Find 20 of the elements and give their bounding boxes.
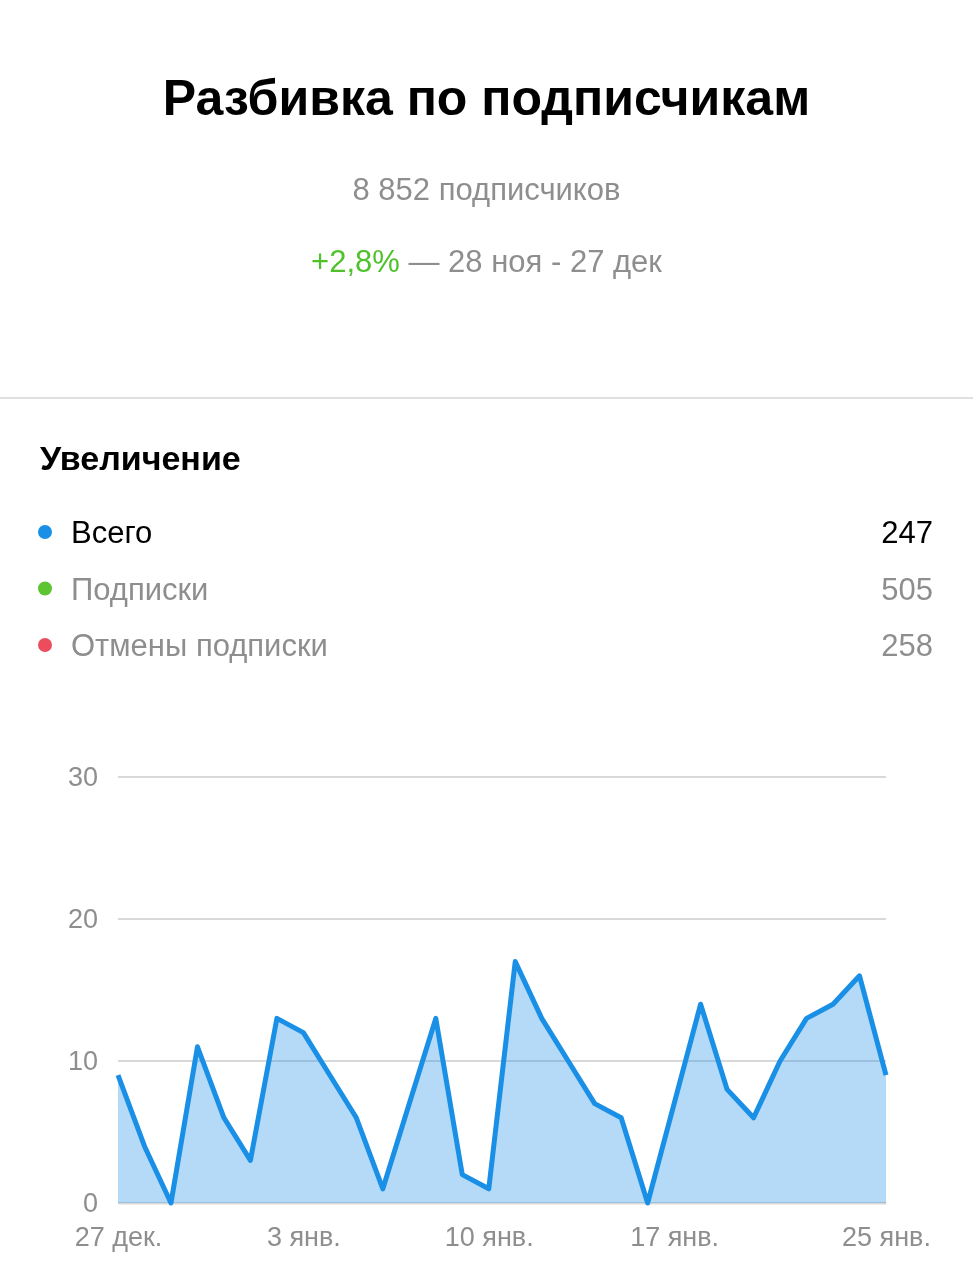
x-tick-label: 10 янв. <box>444 1222 534 1253</box>
text: 247 <box>881 515 933 550</box>
y-tick-label: 0 <box>82 1188 98 1219</box>
x-tick-label: 27 дек. <box>74 1222 163 1253</box>
chart-title: Разбивка по подписчикам <box>162 70 811 126</box>
x-tick-label: 3 янв. <box>266 1222 341 1253</box>
y-tick-label: 30 <box>67 762 98 793</box>
y-tick-label: 10 <box>67 1046 98 1077</box>
legend-label: Отмены подписки <box>71 628 328 663</box>
text: 258 <box>881 628 933 663</box>
legend-title: Увеличение <box>40 439 241 477</box>
chart-subtitle: 8 852 подписчиков <box>352 172 621 207</box>
x-tick-label: 17 янв. <box>630 1222 720 1253</box>
legend-label: Подписки <box>71 571 209 607</box>
y-tick-label: 20 <box>67 904 98 935</box>
x-tick-label: 25 янв. <box>842 1222 931 1253</box>
legend-label: Всего <box>71 515 153 550</box>
text: 505 <box>881 571 933 607</box>
text: — 28 ноя - 27 дек <box>399 244 663 279</box>
text: +2,8% <box>311 244 400 279</box>
